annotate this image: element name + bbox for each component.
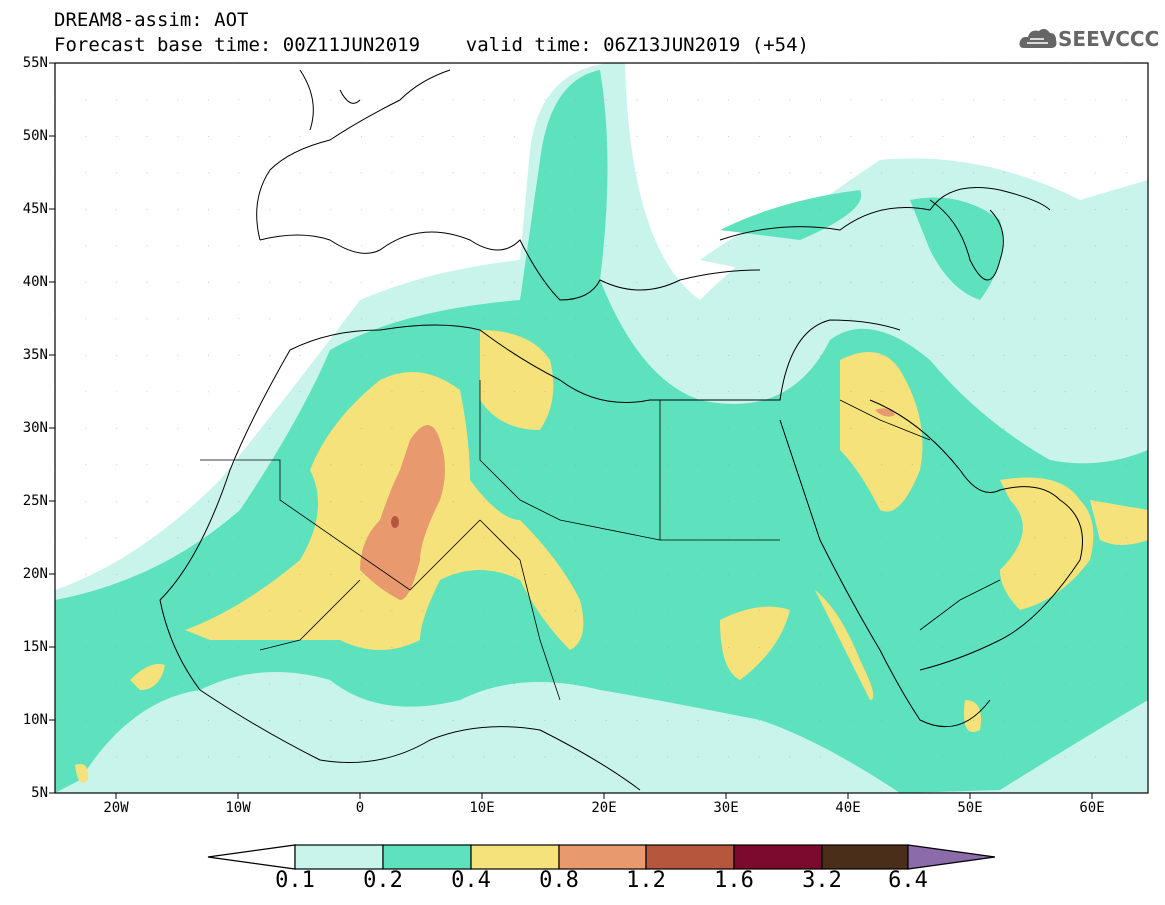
lat-label: 35N bbox=[22, 347, 48, 363]
colorbar-bin-3 bbox=[558, 844, 647, 870]
lon-label: 10E bbox=[469, 800, 495, 816]
colorbar-label: 1.2 bbox=[626, 868, 666, 893]
lat-label: 55N bbox=[22, 55, 48, 71]
lon-label: 0 bbox=[355, 800, 365, 816]
lat-label: 50N bbox=[22, 128, 48, 144]
lon-ticks bbox=[115, 793, 1093, 799]
lat-label: 15N bbox=[22, 639, 48, 655]
colorbar-bin-0 bbox=[294, 844, 384, 870]
lat-label: 5N bbox=[31, 785, 48, 801]
colorbar-label: 3.2 bbox=[802, 868, 842, 893]
lon-label: 40E bbox=[835, 800, 861, 816]
lat-label: 10N bbox=[22, 712, 48, 728]
aot-field bbox=[55, 63, 1148, 793]
colorbar-label: 0.2 bbox=[363, 868, 403, 893]
lat-ticks bbox=[49, 62, 55, 794]
lon-label: 20W bbox=[103, 800, 129, 816]
colorbar-under-arrow bbox=[207, 844, 296, 870]
lon-label: 60E bbox=[1079, 800, 1105, 816]
lat-label: 45N bbox=[22, 201, 48, 217]
colorbar-bin-1 bbox=[382, 844, 472, 870]
colorbar-bin-4 bbox=[645, 844, 735, 870]
graticule-dots bbox=[55, 63, 1148, 793]
lon-label: 50E bbox=[957, 800, 983, 816]
lon-label: 10W bbox=[225, 800, 251, 816]
colorbar-label: 0.4 bbox=[451, 868, 491, 893]
lat-label: 25N bbox=[22, 493, 48, 509]
lon-label: 30E bbox=[713, 800, 739, 816]
cloud-logo-icon bbox=[1019, 28, 1057, 48]
lat-label: 20N bbox=[22, 566, 48, 582]
colorbar bbox=[207, 844, 996, 870]
colorbar-label: 1.6 bbox=[714, 868, 754, 893]
lat-label: 30N bbox=[22, 420, 48, 436]
map-title: DREAM8-assim: AOT bbox=[54, 9, 249, 31]
colorbar-bin-6 bbox=[821, 844, 909, 870]
lon-label: 20E bbox=[591, 800, 617, 816]
colorbar-label: 0.8 bbox=[539, 868, 579, 893]
logo-text: SEEVCCC bbox=[1058, 27, 1160, 51]
colorbar-label: 6.4 bbox=[888, 868, 928, 893]
colorbar-over-arrow bbox=[907, 844, 996, 870]
colorbar-label: 0.1 bbox=[275, 868, 315, 893]
forecast-time-subtitle: Forecast base time: 00Z11JUN2019 valid t… bbox=[54, 34, 809, 56]
colorbar-bin-2 bbox=[470, 844, 560, 870]
colorbar-bin-5 bbox=[733, 844, 823, 870]
lat-label: 40N bbox=[22, 274, 48, 290]
